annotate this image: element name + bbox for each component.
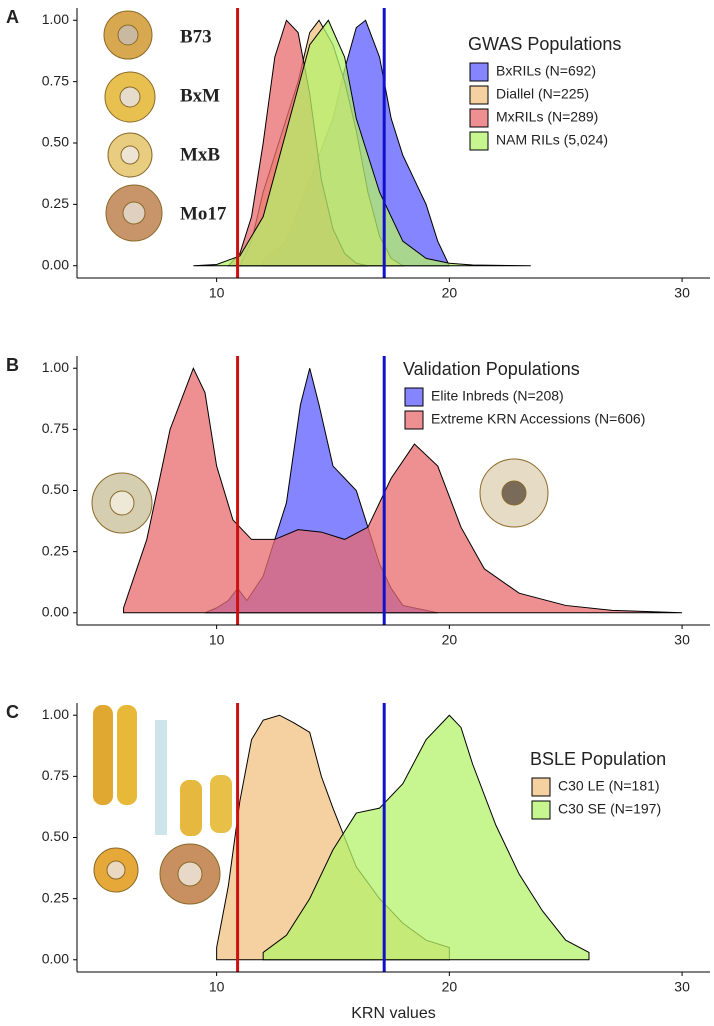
corn-image [180,780,202,836]
legend-swatch [469,62,489,82]
corn-image [109,490,135,516]
y-tick-label: 0.00 [42,256,69,272]
legend-title: BSLE Population [530,749,666,769]
legend-title: GWAS Populations [468,34,621,54]
image-label: BxM [180,85,220,106]
corn-image [155,720,167,835]
y-tick-label: 1.00 [42,706,69,722]
corn-image [117,24,139,46]
x-tick-label: 30 [674,285,690,301]
legend-swatch [469,108,489,128]
y-tick-label: 0.25 [42,195,69,211]
x-tick-label: 20 [442,285,458,301]
corn-image [106,860,126,880]
legend-label: NAM RILs (5,024) [496,132,608,148]
y-tick-label: 0.75 [42,420,69,436]
corn-image [93,705,113,805]
y-tick-label: 0.25 [42,542,69,558]
y-tick-label: 0.25 [42,889,69,905]
x-tick-label: 30 [674,979,690,995]
x-tick-label: 10 [209,285,225,301]
legend-label: Extreme KRN Accessions (N=606) [431,411,645,427]
corn-image [120,145,140,165]
legend-swatch [531,800,551,820]
y-tick-label: 1.00 [42,359,69,375]
x-tick-label: 10 [209,632,225,648]
panel-label: B [6,355,19,375]
y-tick-label: 1.00 [42,11,69,27]
image-label: MxB [180,144,220,165]
density-area [193,19,531,267]
y-tick-label: 0.50 [42,828,69,844]
density-area [123,366,683,614]
y-tick-label: 0.50 [42,134,69,150]
x-tick-label: 20 [442,979,458,995]
corn-image [119,86,141,108]
y-tick-label: 0.75 [42,72,69,88]
x-tick-label: 20 [442,632,458,648]
corn-image [122,201,146,225]
x-tick-label: 10 [209,979,225,995]
y-tick-label: 0.00 [42,950,69,966]
corn-image [210,775,232,833]
legend-swatch [404,410,424,430]
y-tick-label: 0.00 [42,603,69,619]
legend-swatch [531,777,551,797]
x-axis-label: KRN values [351,1005,435,1022]
legend-label: C30 SE (N=197) [558,801,661,817]
corn-images [91,10,549,905]
legend-label: BxRILs (N=692) [496,63,596,79]
legend-swatch [469,131,489,151]
legend-label: Diallel (N=225) [496,86,589,102]
legend-swatch [404,387,424,407]
corn-image [501,480,527,506]
y-tick-label: 0.50 [42,481,69,497]
legend-title: Validation Populations [403,359,580,379]
legend-label: Elite Inbreds (N=208) [431,388,564,404]
corn-image [117,705,137,805]
panel-label: A [6,7,19,27]
y-tick-label: 0.75 [42,767,69,783]
legend-label: MxRILs (N=289) [496,109,598,125]
legend-label: C30 LE (N=181) [558,778,660,794]
panel-label: C [6,702,19,722]
legend-swatch [469,85,489,105]
density-area [262,714,590,961]
x-tick-label: 30 [674,632,690,648]
image-label: Mo17 [180,203,227,224]
image-label: B73 [180,26,212,47]
corn-image [177,861,203,887]
